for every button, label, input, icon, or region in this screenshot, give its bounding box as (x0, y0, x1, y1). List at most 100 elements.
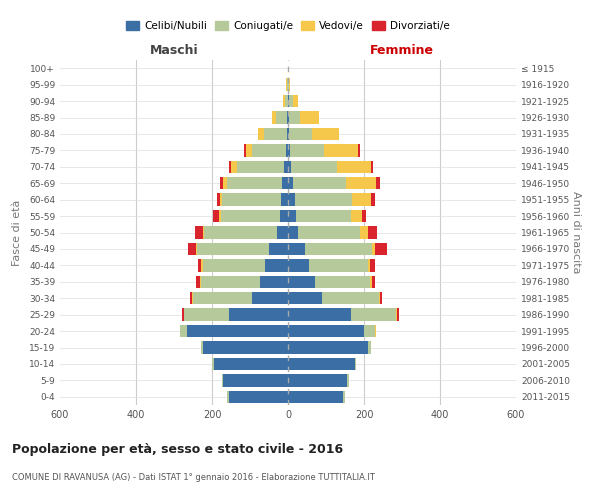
Bar (203, 342, 288, 353)
Bar (288, 226, 298, 238)
Bar (288, 390, 343, 403)
Bar (289, 128, 312, 140)
Bar (397, 308, 399, 321)
Bar (197, 243, 269, 255)
Bar (220, 194, 222, 206)
Bar (212, 358, 214, 370)
Bar (252, 292, 288, 304)
Bar (203, 259, 265, 272)
Bar (288, 342, 368, 353)
Bar (285, 95, 288, 107)
Bar (182, 308, 184, 321)
Bar (289, 78, 290, 91)
Bar (295, 194, 352, 206)
Bar (376, 243, 387, 255)
Bar (288, 292, 322, 304)
Bar (281, 194, 288, 206)
Bar (283, 95, 285, 107)
Bar (347, 374, 349, 386)
Bar (368, 226, 377, 238)
Bar (236, 160, 284, 173)
Bar (205, 226, 277, 238)
Bar (259, 128, 264, 140)
Bar (187, 325, 288, 337)
Bar (379, 292, 380, 304)
Bar (312, 128, 338, 140)
Bar (286, 78, 287, 91)
Bar (196, 243, 197, 255)
Bar (350, 210, 362, 222)
Bar (364, 325, 376, 337)
Bar (229, 390, 288, 403)
Bar (188, 243, 196, 255)
Bar (287, 112, 288, 124)
Bar (214, 358, 288, 370)
Bar (196, 276, 200, 288)
Bar (288, 374, 347, 386)
Bar (368, 342, 371, 353)
Bar (371, 243, 376, 255)
Bar (220, 177, 223, 190)
Bar (380, 292, 382, 304)
Bar (269, 243, 288, 255)
Bar (288, 112, 289, 124)
Bar (229, 160, 231, 173)
Bar (324, 144, 358, 156)
Bar (193, 292, 252, 304)
Text: Maschi: Maschi (149, 44, 199, 57)
Bar (288, 95, 289, 107)
Bar (223, 374, 288, 386)
Bar (288, 276, 314, 288)
Bar (276, 112, 287, 124)
Y-axis label: Fasce di età: Fasce di età (12, 200, 22, 266)
Bar (288, 128, 289, 140)
Bar (197, 259, 202, 272)
Bar (246, 144, 252, 156)
Bar (223, 177, 227, 190)
Bar (298, 226, 360, 238)
Bar (289, 95, 293, 107)
Bar (343, 390, 345, 403)
Bar (244, 144, 246, 156)
Bar (376, 177, 380, 190)
Bar (221, 210, 280, 222)
Bar (280, 210, 288, 222)
Bar (360, 226, 368, 238)
Bar (184, 308, 229, 321)
Bar (287, 78, 288, 91)
Bar (370, 276, 371, 288)
Bar (305, 243, 371, 255)
Bar (288, 325, 364, 337)
Bar (350, 308, 397, 321)
Bar (288, 177, 293, 190)
Bar (288, 358, 355, 370)
Bar (337, 160, 371, 173)
Bar (346, 177, 376, 190)
Text: Popolazione per età, sesso e stato civile - 2016: Popolazione per età, sesso e stato civil… (12, 442, 343, 456)
Bar (200, 276, 260, 288)
Y-axis label: Anni di nascita: Anni di nascita (571, 191, 581, 274)
Bar (192, 292, 193, 304)
Bar (291, 160, 337, 173)
Bar (260, 276, 288, 288)
Bar (202, 259, 203, 272)
Bar (290, 144, 324, 156)
Bar (252, 144, 286, 156)
Bar (371, 194, 374, 206)
Legend: Celibi/Nubili, Coniugati/e, Vedovi/e, Divorziati/e: Celibi/Nubili, Coniugati/e, Vedovi/e, Di… (122, 17, 454, 35)
Bar (288, 194, 295, 206)
Bar (368, 259, 370, 272)
Bar (371, 160, 373, 173)
Bar (288, 243, 305, 255)
Bar (288, 308, 350, 321)
Bar (265, 259, 288, 272)
Bar (322, 292, 379, 304)
Bar (288, 160, 291, 173)
Bar (300, 112, 319, 124)
Bar (293, 95, 298, 107)
Bar (283, 177, 288, 190)
Bar (221, 374, 223, 386)
Bar (296, 210, 351, 222)
Bar (222, 194, 281, 206)
Bar (219, 210, 221, 222)
